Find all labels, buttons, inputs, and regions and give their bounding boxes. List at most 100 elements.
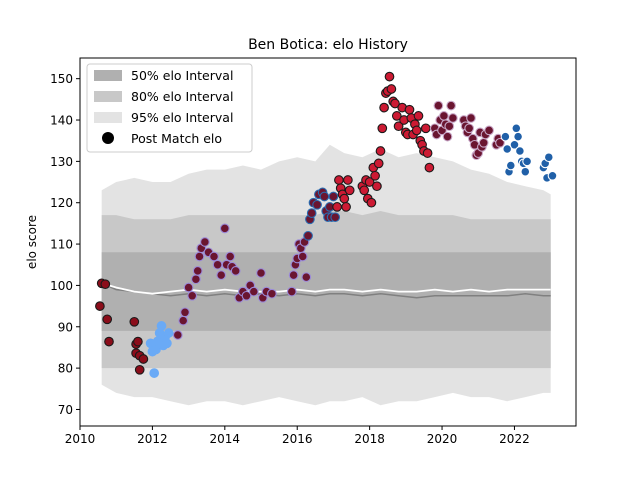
elo-point [339,193,350,204]
elo-point [330,212,341,223]
elo-point [312,199,322,210]
elo-point [370,170,380,181]
elo-point [495,137,505,148]
legend-marker-post-match [102,132,114,144]
elo-point [156,321,167,331]
y-tick-label: 80 [58,362,73,376]
y-tick-label: 120 [50,196,73,210]
y-tick-label: 140 [50,114,73,128]
elo-point [192,266,203,276]
elo-point [102,314,113,325]
y-tick-label: 70 [58,403,73,417]
elo-point [216,270,227,280]
x-tick-label: 2016 [282,432,313,446]
x-tick-label: 2012 [137,432,168,446]
center-lines [101,282,551,299]
elo-point [411,125,422,136]
elo-point [256,268,266,278]
elo-point [241,290,252,301]
elo-point [334,175,344,185]
elo-point [478,137,489,148]
elo-point [95,301,105,311]
legend-swatch-95 [94,112,122,123]
plot-frame [79,57,577,427]
interval-bands [101,144,551,406]
elo-point [359,185,370,196]
legend-label-50: 50% elo Interval [131,68,233,83]
elo-point [319,191,330,202]
elo-point [301,272,312,282]
band-50-interval [101,252,551,331]
elo-point [306,208,317,218]
elo-point [422,148,433,158]
elo-point [515,146,525,156]
elo-point [100,279,111,290]
median-line [101,282,551,299]
elo-point [511,123,522,134]
legend-label-95: 95% elo Interval [131,110,233,125]
elo-point [366,197,377,208]
elo-point [163,328,174,338]
elo-point [138,354,149,364]
elo-point [433,100,444,111]
elo-point [500,131,511,142]
legend-box [86,63,253,153]
elo-point [297,251,308,262]
post-match-points [95,71,558,378]
elo-point [172,330,183,340]
legend-swatch-50 [94,70,122,81]
elo-point [187,290,198,301]
y-tick-label: 150 [50,72,73,86]
y-axis-label: elo score [25,215,39,269]
elo-point [520,166,531,177]
elo-point [393,121,404,132]
elo-point [183,282,194,293]
elo-point [444,121,455,132]
elo-point [341,202,351,212]
x-tick-label: 2014 [210,432,241,446]
elo-point [439,111,449,121]
elo-point [513,131,523,142]
y-tick-label: 100 [50,279,73,293]
y-tick-label: 130 [50,155,73,169]
elo-point [194,251,205,262]
elo-point [484,125,494,136]
elo-point [384,71,395,82]
y-tick-label: 90 [58,320,73,334]
elo-point [200,237,210,247]
elo-point [288,270,299,280]
elo-point [391,111,402,121]
legend-swatch-80 [94,91,122,102]
elo-point [303,230,313,241]
elo-point [328,191,339,202]
x-tick-label: 2022 [499,432,530,446]
elo-point [547,170,558,181]
elo-point [522,156,532,167]
elo-point [372,181,382,192]
y-axis-ticks: 70 80 90 100 110 120 130 140 150 [50,72,80,417]
elo-point [225,251,236,262]
mean-line [101,282,551,295]
elo-point [219,223,230,234]
elo-point [379,102,389,113]
elo-point [344,185,355,196]
elo-point [413,111,424,121]
elo-point [248,286,259,297]
elo-point [286,286,297,297]
elo-point [386,84,397,94]
elo-point [377,123,388,134]
x-tick-label: 2010 [65,432,96,446]
elo-point [373,158,384,169]
y-tick-label: 110 [50,238,73,252]
elo-point [267,288,277,299]
elo-point [424,162,435,173]
x-tick-label: 2020 [427,432,458,446]
elo-point [178,315,189,326]
legend: 50% elo Interval 80% elo Interval 95% el… [86,63,253,153]
x-axis-ticks: 2010 2012 2014 2016 2018 2020 2022 [65,426,530,446]
elo-point [180,307,190,318]
legend-label-80: 80% elo Interval [131,89,233,104]
elo-point [509,139,520,150]
elo-point [149,368,160,378]
